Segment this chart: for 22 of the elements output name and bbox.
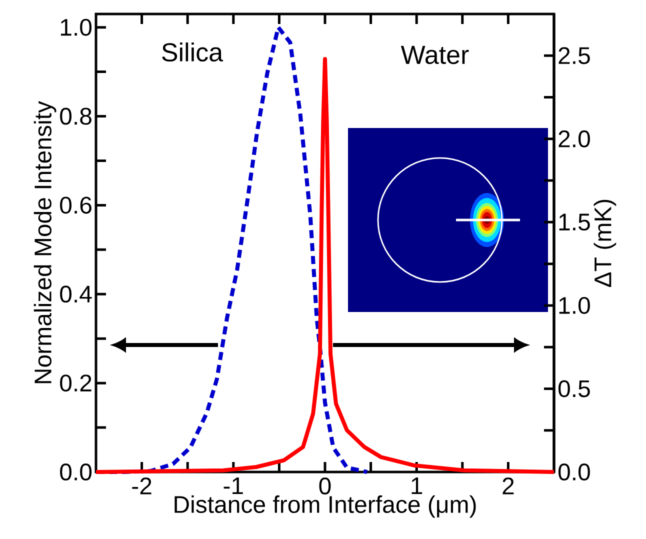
y2-tick-label: 2.0: [558, 130, 590, 148]
annotation: Silica: [162, 42, 224, 62]
y2-tick-label: 2.5: [558, 47, 590, 64]
y2-tick-label: 0.5: [558, 380, 590, 398]
y2-tick-label: 1.0: [559, 296, 590, 314]
x-axis-title: Distance from Interface (μm): [174, 495, 476, 518]
y-axis-title: Normalized Mode Intensity: [34, 101, 56, 384]
y2-tick-label: 1.5: [559, 214, 590, 231]
y2-axis-title: ΔT (mK): [594, 200, 616, 287]
y-tick-label: 0.0: [60, 464, 92, 480]
y-tick-label: 0.2: [60, 374, 92, 392]
y-tick-label: 0.6: [60, 196, 92, 214]
x-tick-label: 0: [319, 478, 331, 495]
x-tick-label: 1: [412, 478, 422, 494]
y-tick-label: 0.8: [60, 108, 92, 125]
x-tick-label: -2: [132, 478, 152, 494]
y-tick-label: 0.4: [60, 286, 92, 303]
annotation: Water: [400, 46, 469, 64]
y-tick-label: 1.0: [60, 18, 92, 36]
x-tick-label: -1: [224, 478, 243, 494]
y2-tick-label: 0.0: [558, 464, 590, 480]
x-tick-label: 2: [502, 478, 514, 494]
